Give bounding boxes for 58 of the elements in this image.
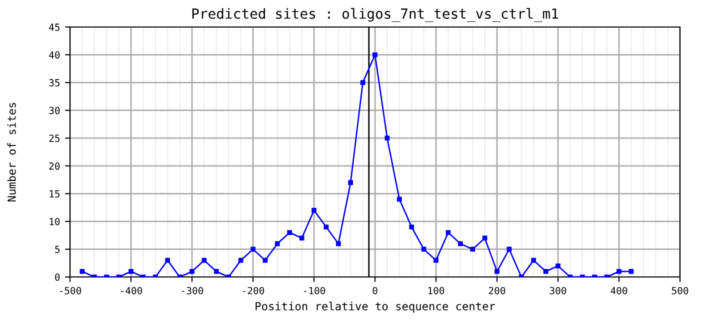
x-tick-label: -500 <box>60 286 82 294</box>
point <box>470 246 476 252</box>
y-tick-label: 25 <box>49 134 60 142</box>
point <box>458 241 463 246</box>
point <box>434 258 438 263</box>
point <box>287 230 292 235</box>
x-tick-label: 400 <box>610 286 628 294</box>
point <box>214 269 219 274</box>
point <box>80 269 85 274</box>
y-axis-title: Number of sites <box>7 102 16 202</box>
point <box>312 208 316 213</box>
point <box>238 258 244 263</box>
point <box>348 180 354 185</box>
chart-title: Predicted sites : oligos_7nt_test_vs_ctrl_m1 <box>192 8 558 22</box>
y-tick-label: 30 <box>49 106 60 114</box>
point <box>372 52 378 58</box>
point <box>482 236 488 241</box>
y-tick-label: 20 <box>49 162 60 170</box>
point <box>628 269 634 274</box>
y-tick-label: 45 <box>49 24 60 31</box>
y-tick-label: 40 <box>49 51 60 59</box>
x-tick-label: 100 <box>428 286 444 294</box>
x-tick-label: 0 <box>372 286 378 294</box>
point <box>202 258 207 263</box>
point <box>262 258 268 263</box>
point <box>274 241 280 246</box>
point <box>250 246 256 252</box>
point <box>190 269 194 274</box>
point <box>396 196 402 202</box>
x-tick-label: -200 <box>242 286 264 294</box>
x-tick-label: 200 <box>488 286 506 294</box>
point <box>446 230 451 235</box>
point <box>531 258 536 263</box>
x-axis-title: Position relative to sequence center <box>256 302 495 313</box>
x-tick-label: 300 <box>550 286 566 294</box>
point <box>409 224 414 230</box>
y-tick-label: 10 <box>50 218 60 226</box>
x-tick-label: -100 <box>304 286 326 294</box>
x-tick-label: -400 <box>120 286 142 294</box>
point <box>421 246 426 252</box>
point <box>616 269 622 274</box>
x-tick-label: -300 <box>182 286 204 294</box>
point <box>556 263 560 268</box>
y-tick-label: 0 <box>55 274 60 281</box>
point <box>336 241 341 246</box>
point <box>384 136 390 141</box>
y-tick-label: 35 <box>49 79 60 86</box>
point <box>543 269 548 274</box>
point <box>299 236 304 241</box>
point <box>165 258 170 263</box>
point <box>360 80 366 85</box>
x-tick-label: 500 <box>672 286 688 294</box>
point <box>506 246 512 252</box>
point <box>324 224 329 230</box>
point <box>128 269 134 274</box>
y-tick-label: 5 <box>55 246 60 254</box>
point <box>494 269 500 274</box>
y-tick-label: 15 <box>50 190 60 198</box>
